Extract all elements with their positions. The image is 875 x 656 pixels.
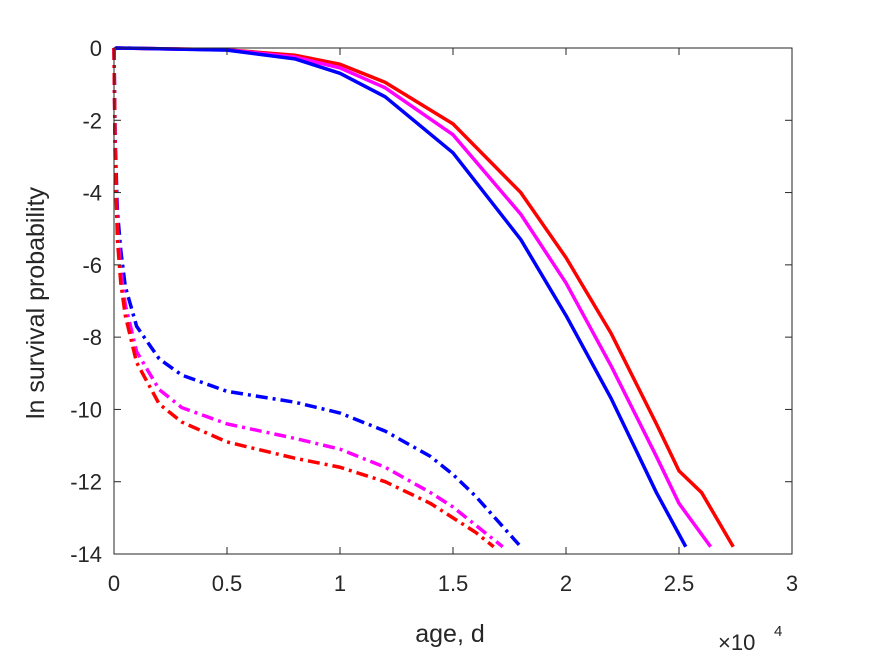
y-tick-label: 0 (90, 36, 102, 61)
x-axis-ticks: 0 0.5 1 1.5 2 2.5 3 (108, 48, 798, 596)
x-tick-label: 1 (334, 571, 346, 596)
x-tick-label: 0.5 (212, 571, 243, 596)
y-tick-label: -10 (70, 397, 102, 422)
x-tick-label: 2 (560, 571, 572, 596)
series-line-6 (112, 47, 495, 549)
x-exponent-power: 4 (774, 623, 782, 640)
x-tick-label: 2.5 (664, 571, 695, 596)
y-tick-label: -6 (82, 253, 102, 278)
series-layer (112, 46, 735, 549)
series-line-3 (112, 46, 688, 548)
x-axis-exponent: ×10 4 (718, 623, 782, 655)
y-tick-label: -14 (70, 542, 102, 567)
y-tick-label: -12 (70, 470, 102, 495)
x-axis-label: age, d (415, 620, 485, 648)
x-exponent-base: ×10 (718, 630, 755, 655)
x-tick-label: 0 (108, 571, 120, 596)
x-tick-label: 1.5 (438, 571, 469, 596)
y-tick-label: -4 (82, 181, 102, 206)
x-tick-label: 3 (786, 571, 798, 596)
series-line-4 (112, 47, 523, 548)
y-axis-ticks: 0 -2 -4 -6 -8 -10 -12 -14 (70, 36, 792, 567)
y-axis-label: ln survival probability (22, 186, 50, 419)
y-tick-label: -2 (82, 108, 102, 133)
y-tick-label: -8 (82, 325, 102, 350)
